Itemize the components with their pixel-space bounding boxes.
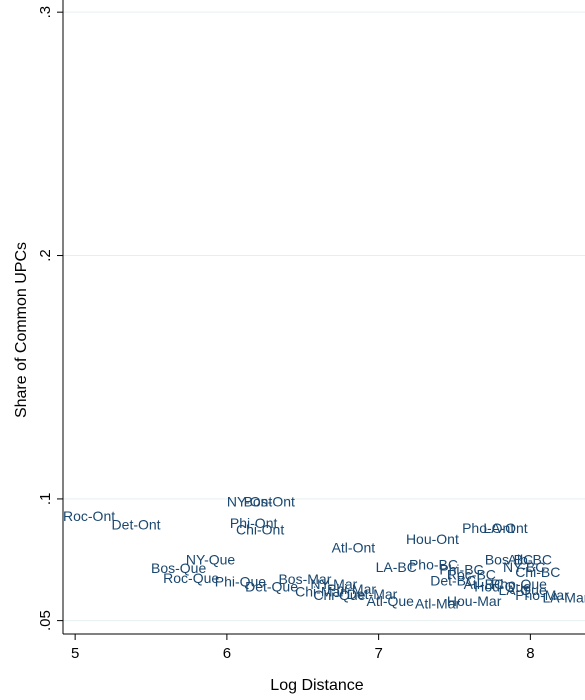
point-label: Chi-Mar: [295, 583, 345, 599]
point-label: Roc-Ont: [63, 508, 115, 524]
point-label: Phi-BC: [439, 561, 483, 577]
point-label: Bos-Mar: [278, 571, 331, 587]
point-label: NY-Mar: [310, 576, 357, 592]
y-tick-label: .1: [37, 493, 54, 506]
point-label: Phi-Mar: [327, 581, 376, 597]
point-label: LA-Ont: [483, 520, 527, 536]
point-label: Pho-Mar: [515, 587, 569, 603]
point-label: Bos-Ont: [244, 493, 295, 509]
point-label: Alb-BC: [508, 552, 552, 568]
x-tick-label: 8: [526, 645, 534, 662]
grid-layer: [63, 11, 585, 622]
point-label: Atl-BC: [464, 576, 504, 592]
point-label: LA-Mar: [543, 589, 585, 605]
point-label: Det-Mar: [347, 586, 398, 602]
point-label: NY-Que: [186, 552, 236, 568]
point-label: Atl-Que: [366, 593, 414, 609]
point-label: LA-BC: [376, 559, 417, 575]
y-tick-label: .2: [37, 249, 54, 262]
point-label: Chi-Que: [313, 587, 365, 603]
point-label: Det-BC: [430, 572, 476, 588]
point-label: Hou-Que: [474, 578, 531, 594]
point-label: Pho-Que: [491, 576, 547, 592]
point-label: Chi-BC: [515, 564, 560, 580]
y-tick-label: .05: [37, 610, 54, 631]
point-label: Phi-Que: [215, 574, 267, 590]
point-label: Hou-Ont: [406, 531, 459, 547]
y-tick-label: .3: [37, 6, 54, 19]
point-label: Phi-Ont: [230, 515, 278, 531]
axes-layer: [62, 0, 585, 635]
point-label: Atl-Mar: [415, 595, 460, 611]
point-label: Det-Que: [245, 578, 298, 594]
ticks-layer: .05 .1 .2 .3 5 6 7 8: [37, 6, 535, 662]
point-label: Chi-Ont: [236, 521, 284, 537]
point-label: Atl-Ont: [332, 540, 376, 556]
point-label: Hou-Mar: [447, 593, 502, 609]
x-tick-label: 5: [71, 645, 79, 662]
x-tick-label: 7: [374, 645, 382, 662]
point-label: Bos-Que: [151, 560, 206, 576]
x-axis-title: Log Distance: [270, 677, 363, 694]
point-label: Pho-BC: [409, 557, 458, 573]
x-tick-label: 6: [223, 645, 231, 662]
y-axis-title: Share of Common UPCs: [13, 242, 30, 418]
point-label: Roc-Que: [163, 570, 219, 586]
point-label: Roc-BC: [447, 566, 496, 582]
point-label: LA-Que: [499, 582, 547, 598]
point-label: Pho-Ont: [462, 520, 514, 536]
point-label: Bos-BC: [485, 552, 533, 568]
point-label: Det-Ont: [112, 516, 161, 532]
point-label: NY-Ont: [227, 493, 273, 509]
point-label: NY-BC: [503, 559, 545, 575]
